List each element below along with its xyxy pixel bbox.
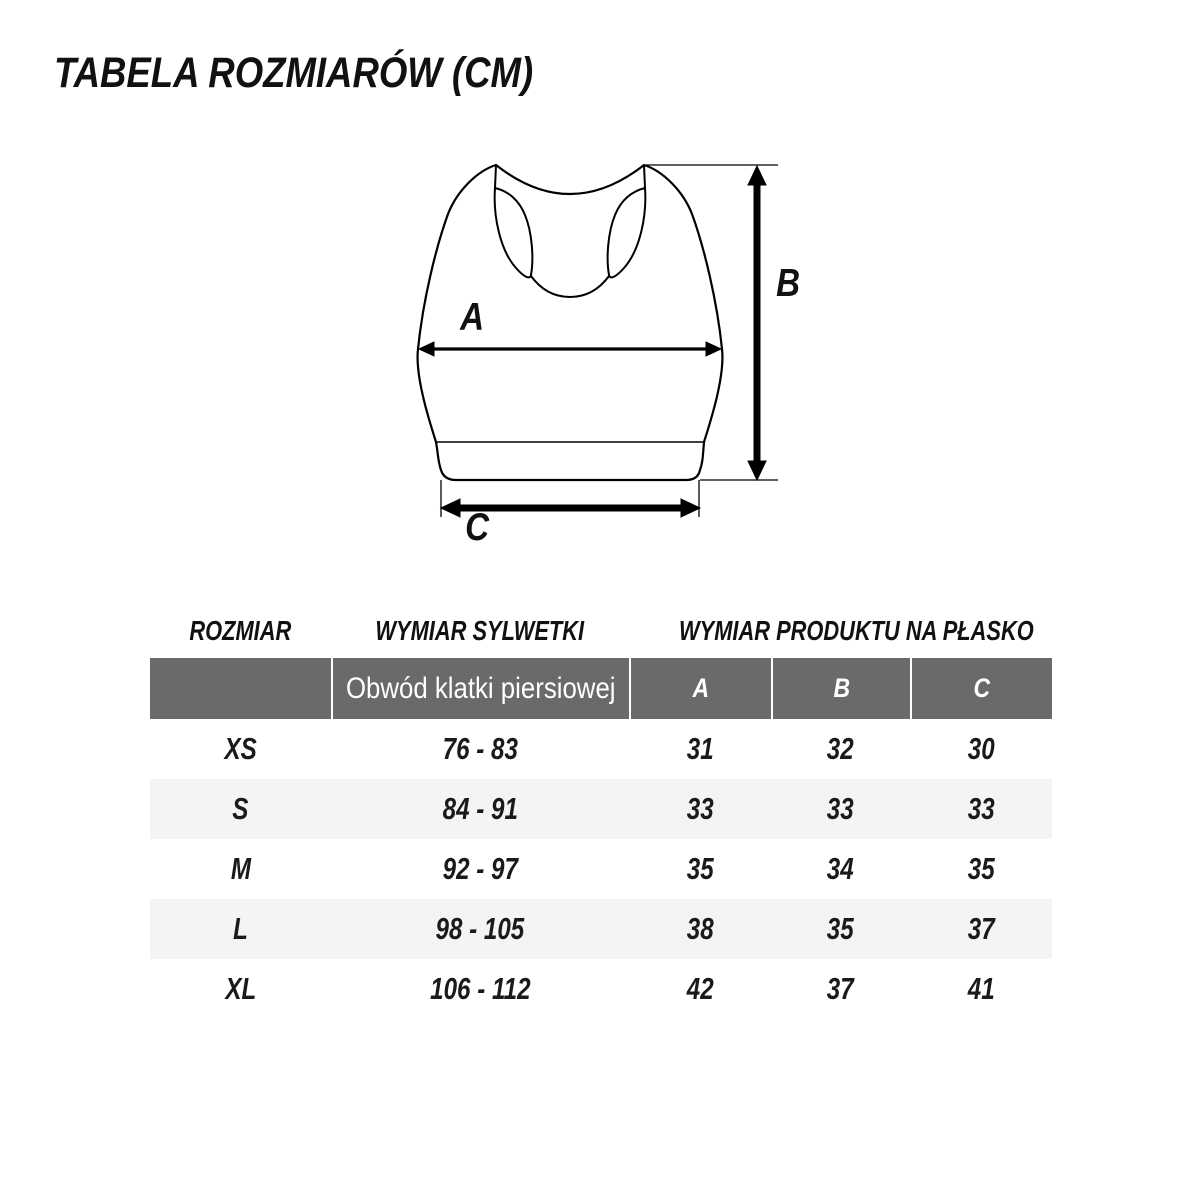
size-table: ROZMIAR WYMIAR SYLWETKI WYMIAR PRODUKTU … [150, 604, 1052, 1019]
chest-cell: 84 - 91 [442, 791, 518, 826]
racerback-curve [530, 275, 610, 298]
table-row-l: L 98 - 105 38 35 37 [150, 899, 1052, 959]
dim-b-cell: 37 [827, 971, 854, 1006]
chest-cell: 98 - 105 [435, 911, 525, 946]
size-cell: L [233, 911, 248, 946]
dim-a-cell: 33 [686, 791, 714, 826]
dim-c-cell: 37 [967, 911, 995, 946]
dim-b-cell: 35 [827, 911, 854, 946]
header-cell-c: C [910, 658, 1052, 719]
left-armhole [493, 187, 534, 279]
group-header-wymiar-sylwetki: WYMIAR SYLWETKI [375, 615, 585, 646]
size-cell: XL [225, 971, 256, 1006]
table-row-m: M 92 - 97 35 34 35 [150, 839, 1052, 899]
dim-a-cell: 31 [686, 731, 714, 766]
arrowhead-c-left [439, 498, 461, 518]
dim-c-cell: 41 [967, 971, 995, 1006]
header-cell-chest: Obwód klatki piersiowej [331, 658, 629, 719]
chest-cell: 106 - 112 [429, 971, 531, 1006]
table-row-xl: XL 106 - 112 42 37 41 [150, 959, 1052, 1019]
dim-c-cell: 30 [967, 731, 995, 766]
dim-b-cell: 34 [827, 851, 854, 886]
dimension-label-c: C [465, 506, 490, 549]
group-header-wymiar-produktu: WYMIAR PRODUKTU NA PŁASKO [679, 615, 1034, 646]
dim-a-cell: 42 [686, 971, 714, 1006]
table-group-header-row: ROZMIAR WYMIAR SYLWETKI WYMIAR PRODUKTU … [150, 604, 1052, 658]
width-arrow-a [417, 341, 723, 357]
chest-cell: 92 - 97 [442, 851, 518, 886]
dim-b-cell: 32 [827, 731, 854, 766]
table-row-xs: XS 76 - 83 31 32 30 [150, 719, 1052, 779]
size-cell: M [230, 851, 251, 886]
arrowhead-a-left [417, 341, 435, 357]
header-cell-b: B [771, 658, 910, 719]
dimension-label-a: A [460, 296, 485, 339]
header-cell-empty [150, 658, 331, 719]
dim-c-cell: 33 [967, 791, 995, 826]
page-title: TABELA ROZMIARÓW (CM) [54, 49, 534, 97]
dim-a-cell: 38 [686, 911, 714, 946]
dim-c-cell: 35 [967, 851, 995, 886]
height-arrow-b [747, 164, 767, 482]
size-cell: XS [224, 731, 257, 766]
left-strap-seam [494, 164, 497, 189]
table-row-s: S 84 - 91 33 33 33 [150, 779, 1052, 839]
arrowhead-c-right [680, 498, 702, 518]
dimension-label-b: B [776, 262, 801, 305]
chest-cell: 76 - 83 [442, 731, 518, 766]
arrowhead-a-right [705, 341, 723, 357]
arrowhead-b-bottom [747, 460, 767, 482]
dim-a-cell: 35 [686, 851, 714, 886]
table-header-row: Obwód klatki piersiowej A B C [150, 658, 1052, 719]
right-strap-seam [643, 164, 646, 189]
size-cell: S [232, 791, 249, 826]
arrowhead-b-top [747, 164, 767, 186]
dim-b-cell: 33 [827, 791, 854, 826]
header-cell-a: A [629, 658, 771, 719]
group-header-rozmiar: ROZMIAR [189, 615, 292, 646]
right-armhole [606, 187, 647, 279]
